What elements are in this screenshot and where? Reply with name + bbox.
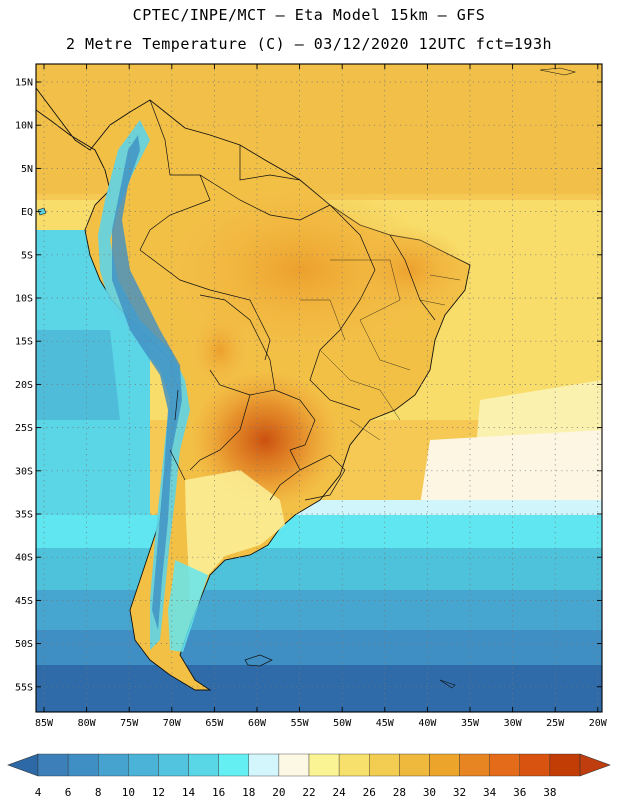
lon-label: 30W bbox=[504, 718, 523, 729]
colorbar-label: 22 bbox=[302, 786, 315, 799]
colorbar-segment bbox=[248, 753, 280, 777]
chart-title: CPTEC/INPE/MCT – Eta Model 15km – GFS bbox=[132, 6, 486, 24]
lon-label: 45W bbox=[376, 718, 395, 729]
colorbar-label: 8 bbox=[95, 786, 102, 799]
colorbar-segment bbox=[188, 753, 219, 777]
colorbar-label: 14 bbox=[182, 786, 196, 799]
lat-label: 20S bbox=[15, 380, 33, 391]
colorbar-high-arrow bbox=[579, 753, 611, 777]
map-frame bbox=[35, 63, 603, 713]
axis-ticks bbox=[36, 64, 602, 712]
colorbar: 4 6 8 10 12 14 16 18 20 22 24 26 28 30 32 34 36 38 bbox=[7, 753, 611, 799]
lat-label: 30S bbox=[15, 466, 33, 477]
colorbar-label: 4 bbox=[35, 786, 42, 799]
lat-label: 15S bbox=[15, 337, 33, 348]
colorbar-segment bbox=[37, 753, 69, 777]
colorbar-label: 38 bbox=[543, 786, 556, 799]
lon-label: 35W bbox=[461, 718, 480, 729]
patagonia-cool-land bbox=[185, 470, 285, 600]
colorbar-segment bbox=[128, 753, 159, 777]
bolivia-warm-core bbox=[190, 310, 250, 390]
colorbar-label: 10 bbox=[122, 786, 135, 799]
latitude-labels: 15N 10N 5N EQ 5S 10S 15S 20S 25S 30S 35S 40S 45S 50S 5… bbox=[15, 78, 33, 694]
colorbar-segment bbox=[399, 753, 430, 777]
chart-subtitle: 2 Metre Temperature (C) – 03/12/2020 12U… bbox=[65, 35, 553, 53]
falkland-islands bbox=[244, 654, 273, 667]
lat-label: EQ bbox=[21, 207, 33, 218]
lon-label: 55W bbox=[291, 718, 310, 729]
caribbean-islands bbox=[539, 67, 577, 76]
colorbar-label: 30 bbox=[423, 786, 436, 799]
colorbar-segment bbox=[369, 753, 400, 777]
map-field bbox=[36, 64, 602, 712]
lon-label: 40W bbox=[418, 718, 437, 729]
lon-label: 25W bbox=[546, 718, 565, 729]
lat-label: 35S bbox=[15, 510, 33, 521]
lat-label: 10S bbox=[15, 294, 33, 305]
colorbar-segment bbox=[308, 753, 340, 777]
lat-label: 50S bbox=[15, 639, 33, 650]
lon-label: 80W bbox=[78, 718, 97, 729]
colorbar-label: 24 bbox=[332, 786, 346, 799]
south-georgia bbox=[439, 679, 456, 689]
field-pacific-14 bbox=[36, 330, 120, 420]
patagonia-south-land bbox=[168, 560, 208, 652]
lon-label: 60W bbox=[248, 718, 267, 729]
colorbar-segment bbox=[67, 753, 99, 777]
colorbar-segment bbox=[519, 753, 551, 777]
lat-label: 40S bbox=[15, 553, 33, 564]
lat-label: 5N bbox=[21, 164, 33, 175]
lat-label: 10N bbox=[15, 121, 33, 132]
colorbar-label: 12 bbox=[152, 786, 165, 799]
lat-label: 15N bbox=[15, 78, 33, 89]
lat-label: 55S bbox=[15, 682, 33, 693]
colorbar-label: 18 bbox=[242, 786, 255, 799]
colorbar-label: 26 bbox=[363, 786, 376, 799]
colorbar-segment bbox=[98, 753, 129, 777]
lon-label: 50W bbox=[333, 718, 352, 729]
colorbar-label: 20 bbox=[272, 786, 285, 799]
lon-label: 75W bbox=[120, 718, 139, 729]
lat-label: 5S bbox=[21, 250, 33, 261]
national-borders bbox=[139, 99, 436, 501]
colorbar-segment bbox=[489, 753, 520, 777]
field-mild-band bbox=[420, 430, 602, 505]
lon-label: 85W bbox=[35, 718, 54, 729]
colorbar-segment bbox=[338, 753, 370, 777]
colorbar-segment bbox=[429, 753, 460, 777]
lat-label: 25S bbox=[15, 423, 33, 434]
colorbar-segment bbox=[549, 753, 581, 777]
lon-label: 65W bbox=[205, 718, 224, 729]
colorbar-segment bbox=[278, 753, 310, 777]
state-borders bbox=[300, 259, 461, 441]
colorbar-label: 36 bbox=[513, 786, 526, 799]
colorbar-label: 34 bbox=[483, 786, 497, 799]
lon-label: 70W bbox=[163, 718, 182, 729]
coordinate-grid bbox=[36, 64, 602, 712]
colorbar-label: 28 bbox=[393, 786, 406, 799]
longitude-labels: 85W 80W 75W 70W 65W 60W 55W 50W 45W 40W 35W 30W 25W 2… bbox=[35, 718, 608, 729]
colorbar-label: 32 bbox=[453, 786, 466, 799]
colorbar-segment bbox=[158, 753, 189, 777]
northeast-warm-core bbox=[350, 225, 470, 315]
lat-label: 45S bbox=[15, 596, 33, 607]
colorbar-segment bbox=[218, 753, 249, 777]
lon-label: 20W bbox=[589, 718, 608, 729]
andes-colder-core bbox=[112, 135, 182, 630]
colorbar-segment bbox=[459, 753, 490, 777]
colorbar-label: 6 bbox=[65, 786, 72, 799]
field-southern-8 bbox=[36, 665, 602, 712]
colorbar-low-arrow bbox=[7, 753, 39, 777]
colorbar-label: 16 bbox=[212, 786, 225, 799]
